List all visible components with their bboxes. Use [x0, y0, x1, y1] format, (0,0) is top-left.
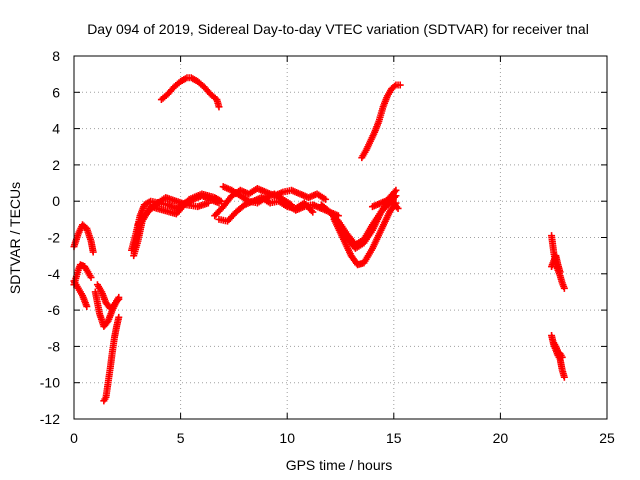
data-point — [322, 195, 330, 203]
series-arc-early-lower — [70, 277, 91, 310]
data-point — [309, 208, 317, 216]
data-point — [560, 373, 568, 381]
data-point — [204, 199, 212, 207]
data-point — [394, 204, 402, 212]
series-arc-bowl-3 — [330, 199, 400, 269]
series-arc-deep-drop — [100, 313, 123, 405]
axis-ticks: 0 5 10 15 20 25 -12 -10 -8 -6 -4 -2 0 2 4 6 8 — [40, 48, 615, 446]
x-tick-label: 5 — [177, 430, 185, 446]
data-point — [83, 302, 91, 310]
y-tick-label: -4 — [48, 266, 61, 282]
data-point — [393, 203, 401, 211]
chart-title: Day 094 of 2019, Sidereal Day-to-day VTE… — [87, 21, 589, 37]
y-tick-label: -10 — [40, 375, 60, 391]
series-arc-rise — [358, 81, 404, 162]
data-point — [556, 268, 564, 276]
data-point — [115, 313, 123, 321]
y-tick-label: 4 — [52, 121, 60, 137]
series-arc-small-hump — [93, 281, 123, 312]
data-point — [87, 273, 95, 281]
x-axis-label: GPS time / hours — [286, 457, 393, 473]
series-arc-bowl-4 — [368, 195, 402, 212]
data-point — [396, 81, 404, 89]
plot-frame — [73, 55, 608, 420]
series-arc-main-6 — [219, 183, 295, 209]
data-point — [392, 186, 400, 194]
y-tick-label: 2 — [52, 157, 60, 173]
y-tick-label: -12 — [40, 411, 60, 427]
y-tick-label: 6 — [52, 84, 60, 100]
x-tick-label: 20 — [493, 430, 509, 446]
data-point — [215, 103, 223, 111]
y-tick-label: -8 — [48, 338, 61, 354]
series-arc-top-hump — [157, 74, 223, 111]
y-axis-label: SDTVAR / TECUs — [7, 182, 23, 294]
x-tick-label: 15 — [386, 430, 402, 446]
y-tick-label: -6 — [48, 302, 61, 318]
series-arc-early-upper — [70, 221, 97, 256]
data-points — [70, 74, 568, 405]
data-point — [115, 293, 123, 301]
series-arc-late-3 — [548, 332, 568, 381]
data-point — [89, 248, 97, 256]
series-arc-main-3 — [134, 194, 212, 229]
x-tick-label: 25 — [599, 430, 615, 446]
series-arc-late-2 — [548, 252, 564, 276]
data-point — [391, 188, 399, 196]
y-tick-label: 0 — [52, 193, 60, 209]
grid — [74, 56, 607, 419]
y-tick-label: 8 — [52, 48, 60, 64]
data-point — [560, 284, 568, 292]
data-point — [558, 353, 566, 361]
data-point — [391, 82, 399, 90]
x-tick-label: 10 — [279, 430, 295, 446]
x-tick-label: 0 — [70, 430, 78, 446]
series-arc-late-4 — [550, 339, 566, 361]
y-tick-label: -2 — [48, 230, 61, 246]
